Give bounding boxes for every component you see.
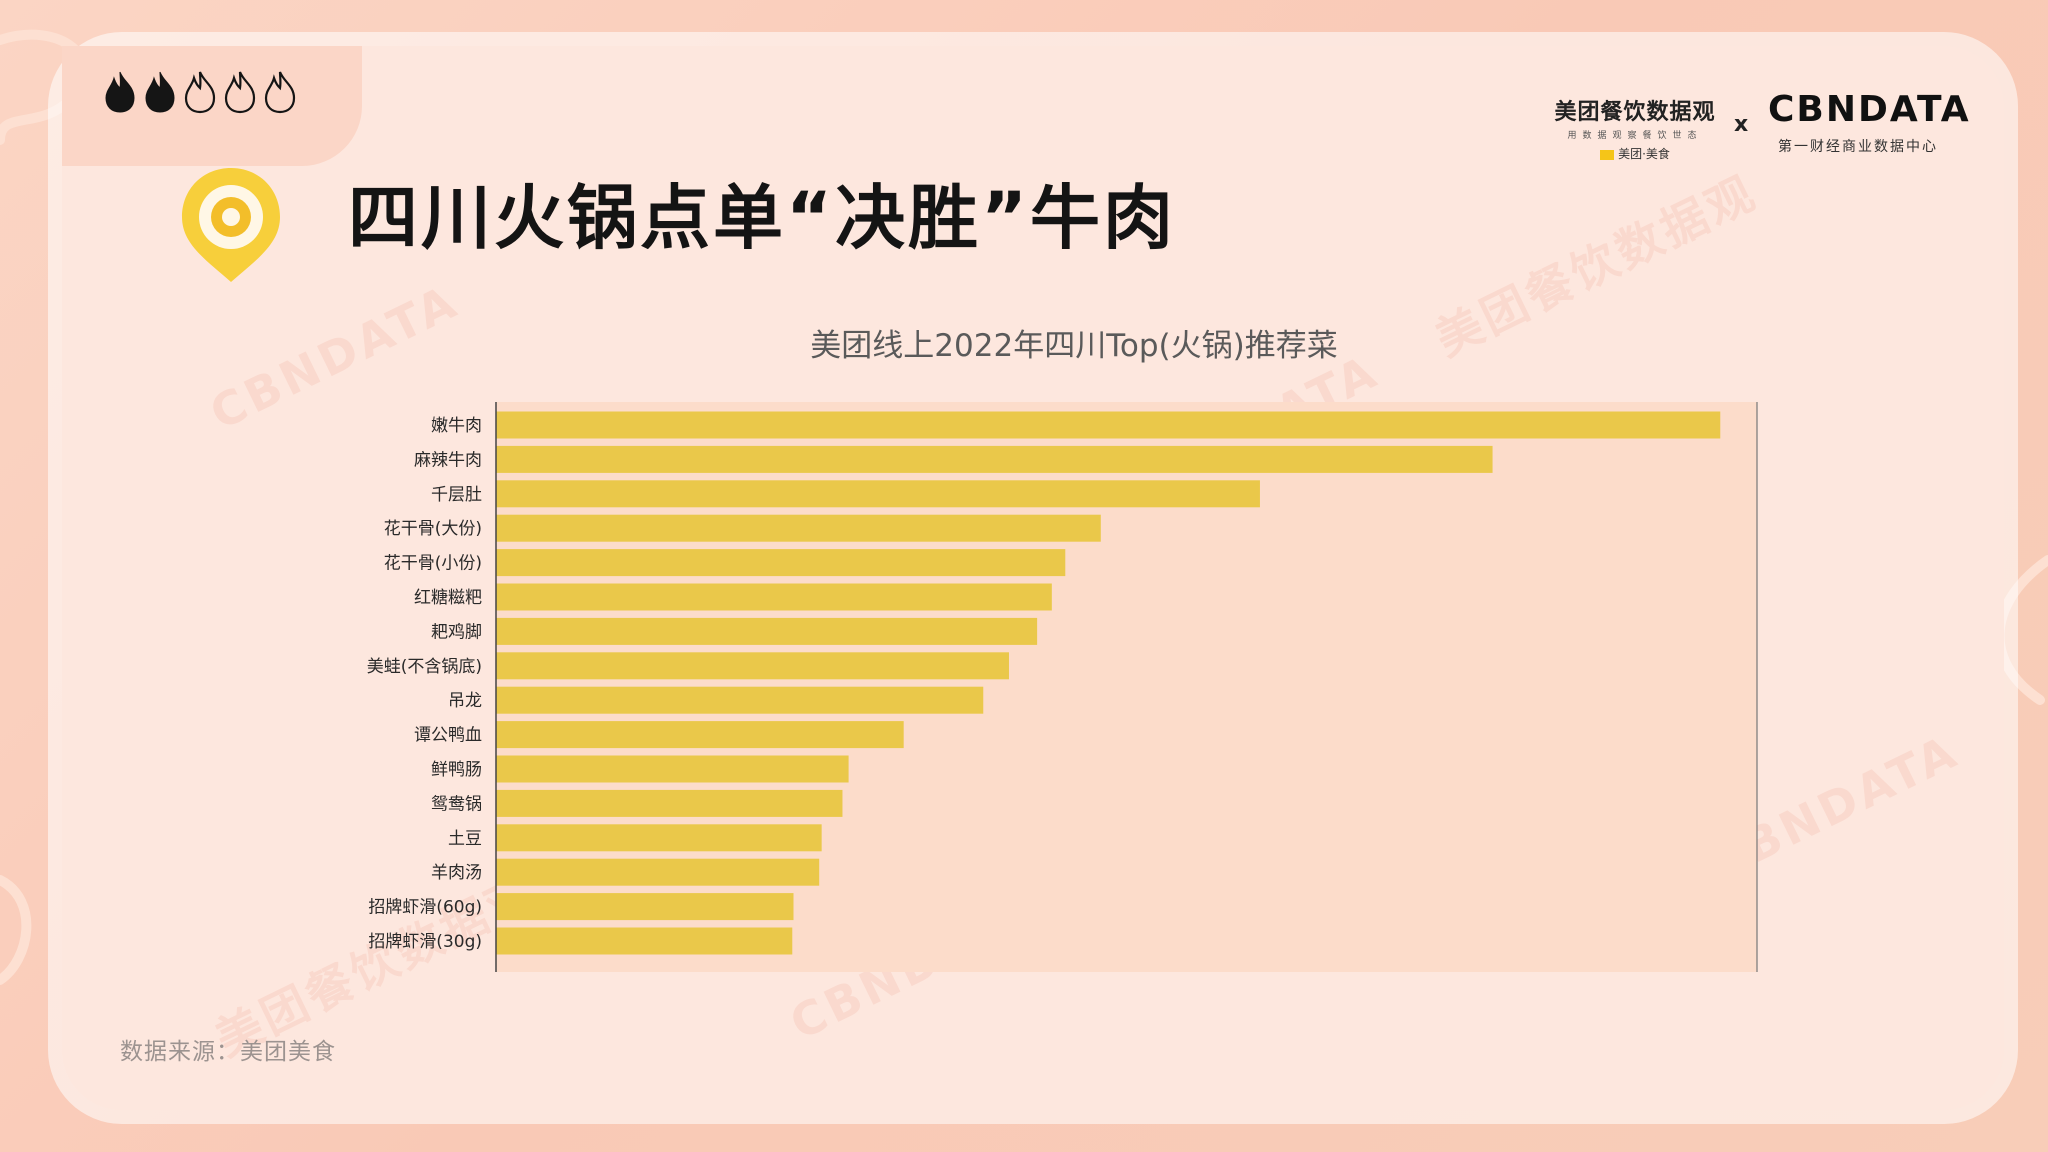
bar [496, 583, 1052, 611]
bar [496, 411, 1721, 439]
chart-title: 美团线上2022年四川Top(火锅)推荐菜 [810, 328, 1337, 364]
category-label: 土豆 [448, 829, 482, 849]
meituan-brand: 美团·美食 [1550, 145, 1720, 162]
bar [496, 858, 820, 886]
meituan-logo-subtitle: 用数据观察餐饮世态 [1567, 131, 1703, 141]
cbndata-logo-title: CBNDATA [1768, 89, 1971, 130]
bar [496, 617, 1038, 645]
meituan-brand-label: 美团·美食 [1618, 147, 1670, 161]
category-label: 花干骨(小份) [384, 554, 482, 574]
bar [496, 480, 1260, 508]
meituan-logo-title: 美团餐饮数据观 [1554, 100, 1716, 125]
flame-filled-icon [145, 71, 175, 113]
category-label: 吊龙 [448, 691, 482, 711]
bar [496, 686, 984, 714]
target-pin-icon [182, 168, 280, 282]
cbndata-logo-subtitle: 第一财经商业数据中心 [1778, 139, 1938, 155]
bar [496, 445, 1493, 473]
bar [496, 893, 794, 921]
flame-filled-icon [105, 71, 135, 113]
category-label: 嫩牛肉 [431, 416, 482, 436]
category-label: 麻辣牛肉 [414, 450, 482, 470]
bar [496, 755, 849, 783]
category-label: 耙鸡脚 [431, 622, 482, 642]
category-label: 千层肚 [431, 485, 482, 505]
flame-rating [102, 70, 298, 114]
logo-separator: x [1734, 112, 1749, 137]
data-source-note: 数据来源：美团美食 [120, 1039, 336, 1065]
bars-group [496, 411, 1721, 955]
meituan-square-icon [1600, 149, 1615, 160]
category-label: 花干骨(大份) [384, 519, 482, 539]
bar [496, 652, 1009, 680]
flame-outline-icon [264, 71, 296, 114]
bar [496, 789, 843, 817]
bar [496, 721, 904, 749]
page-title: 四川火锅点单“决胜”牛肉 [348, 177, 1177, 259]
category-label: 谭公鸭血 [414, 726, 482, 746]
category-label: 美蛙(不含锅底) [367, 657, 482, 677]
bar [496, 514, 1101, 542]
flame-outline-icon [224, 71, 256, 114]
category-label: 鲜鸭肠 [431, 760, 482, 780]
bar [496, 549, 1066, 577]
bar [496, 927, 793, 955]
flame-outline-icon [184, 71, 216, 114]
bar [496, 824, 822, 852]
cbndata-logo: CBNDATA 第一财经商业数据中心 [1768, 89, 1971, 156]
category-label: 鸳鸯锅 [431, 794, 482, 814]
meituan-data-logo: 美团餐饮数据观 用数据观察餐饮世态 美团·美食 [1550, 94, 1720, 162]
category-label: 招牌虾滑(30g) [368, 932, 482, 952]
category-label: 招牌虾滑(60g) [368, 898, 482, 918]
category-label: 红糖糍粑 [414, 588, 482, 608]
category-label: 羊肉汤 [431, 863, 482, 883]
